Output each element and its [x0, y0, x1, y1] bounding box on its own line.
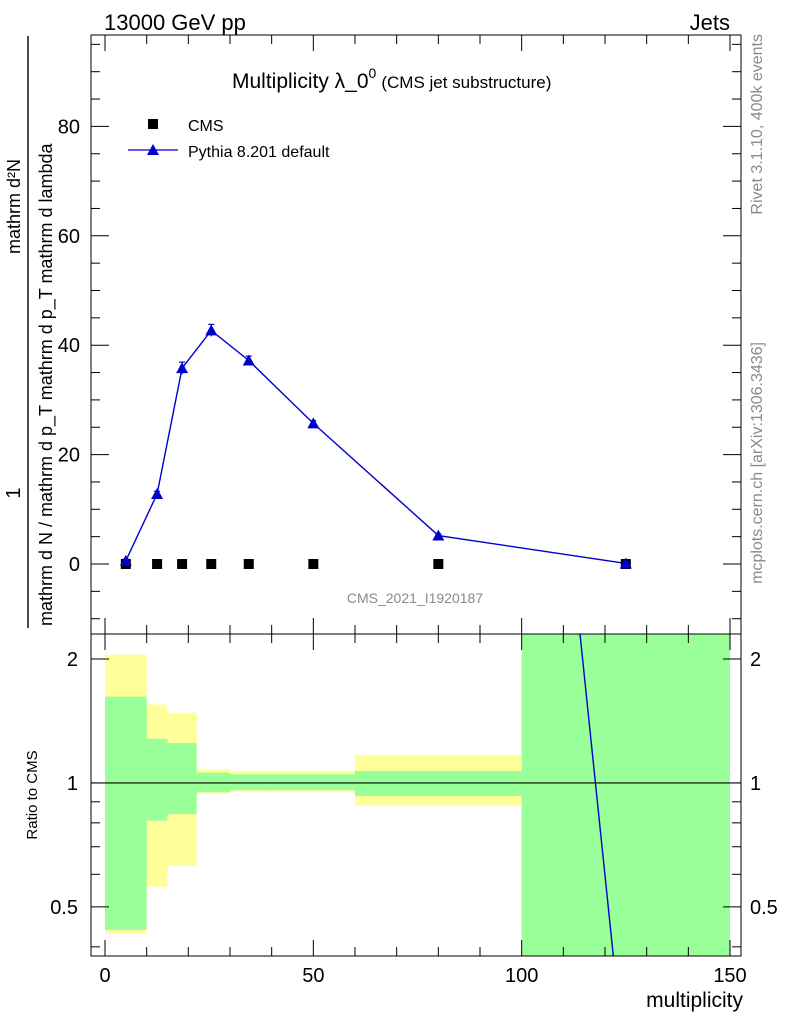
cms-point: [308, 559, 319, 569]
pythia-line: [125, 329, 626, 565]
ratio-y-tick-label-right: 0.5: [750, 897, 778, 919]
x-tick-label: 0: [99, 965, 110, 987]
main-series-layer: [119, 323, 632, 569]
main-y-tick-label: 20: [58, 445, 80, 467]
legend: CMS Pythia 8.201 default: [128, 118, 330, 161]
main-y-axis-label: 1 mathrm d N / mathrm d p_T mathrm d p_T…: [3, 36, 57, 628]
ratio-y-tick-label-right: 1: [750, 773, 761, 795]
ratio-plot-frame: [90, 633, 742, 957]
x-axis-label: multiplicity: [646, 989, 743, 1012]
ratio-y-tick-label: 2: [67, 649, 78, 671]
ratio-y-tick-label-right: 2: [750, 649, 761, 671]
ratio-y-axis-label: Ratio to CMS: [24, 750, 41, 839]
x-tick-label: 50: [302, 965, 324, 987]
legend-label-pythia: Pythia 8.201 default: [188, 144, 330, 161]
side-label-rivet: Rivet 3.1.10, 400k events: [749, 34, 766, 215]
pythia-point: [432, 529, 445, 541]
chart-title-subtitle: (CMS jet substructure): [381, 73, 551, 92]
ratio-band-bin: [196, 772, 230, 793]
cms-point: [206, 559, 217, 569]
cms-point: [177, 559, 188, 569]
pythia-point: [176, 362, 189, 374]
ratio-band-bin: [167, 743, 197, 815]
ratio-panel: 0 50 100 150 0.5 0.5 1 1 2 2 Ratio to CMS multipl…: [24, 633, 778, 1012]
ratio-band-bin: [146, 738, 168, 821]
ratio-band-bin: [271, 774, 355, 791]
legend-marker-cms: [148, 119, 158, 129]
chart-title-superscript: 0: [369, 65, 377, 81]
ratio-axis-ticks: [91, 634, 741, 956]
ratio-band-bin: [521, 634, 730, 956]
x-tick-label: 100: [505, 965, 538, 987]
pythia-point: [151, 487, 164, 499]
chart-title-main: Multiplicity λ_0: [232, 70, 369, 93]
main-y-tick-label: 40: [58, 335, 80, 357]
main-y-tick-label: 80: [58, 116, 80, 138]
ratio-y-tick-label: 0.5: [50, 897, 78, 919]
pythia-point: [119, 554, 132, 566]
cms-point: [243, 559, 254, 569]
ratio-lines: [91, 633, 741, 957]
pythia-point: [205, 324, 218, 336]
y-label-numerator: 1: [3, 487, 25, 498]
header-energy-label: 13000 GeV pp: [104, 10, 246, 35]
header-process-label: Jets: [690, 10, 730, 35]
ratio-y-tick-label: 1: [67, 773, 78, 795]
main-y-tick-label: 60: [58, 226, 80, 248]
side-label-mcplots: mcplots.cern.ch [arXiv:1306.3436]: [749, 342, 766, 584]
ratio-pythia-line: [579, 633, 615, 957]
ratio-band-bin: [230, 774, 272, 791]
y-label-top: mathrm d²N: [4, 159, 24, 254]
main-y-tick-labels: 0 20 40 60 80: [58, 116, 80, 576]
main-y-tick-label: 0: [69, 554, 80, 576]
cms-point: [433, 559, 444, 569]
main-axis-ticks: [91, 35, 741, 634]
ratio-band-bin: [105, 696, 147, 930]
analysis-watermark: CMS_2021_I1920187: [347, 590, 483, 606]
ratio-uncertainty-bands: [105, 634, 730, 956]
pythia-point: [307, 417, 320, 429]
pythia-point: [619, 557, 632, 569]
x-tick-label: 150: [713, 965, 746, 987]
pythia-point: [242, 354, 255, 366]
chart-title: Multiplicity λ_00 (CMS jet substructure): [232, 65, 551, 93]
ratio-tick-labels: 0 50 100 150 0.5 0.5 1 1 2 2: [50, 649, 778, 987]
y-label-denominator: mathrm d N / mathrm d p_T mathrm d p_T m…: [36, 143, 57, 626]
legend-marker-pythia: [147, 144, 159, 155]
legend-label-cms: CMS: [188, 118, 224, 135]
cms-point: [152, 559, 163, 569]
